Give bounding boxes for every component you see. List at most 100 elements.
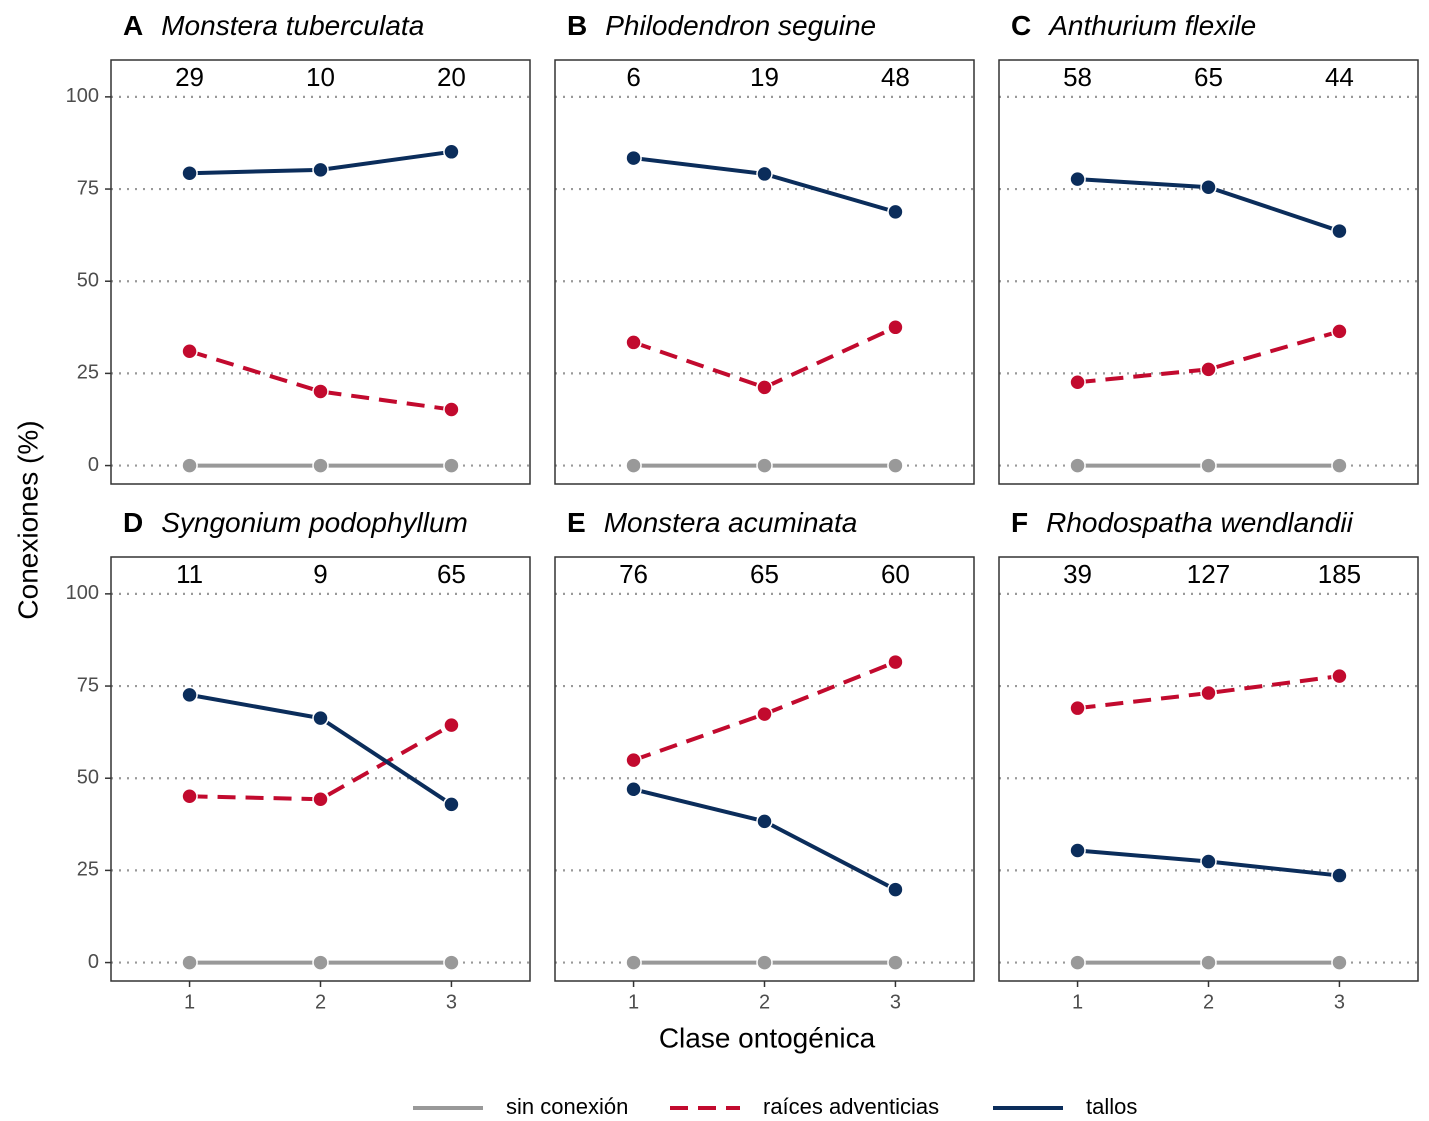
data-point <box>312 383 329 400</box>
panel-title: E Monstera acuminata <box>567 507 857 538</box>
x-tick-label: 3 <box>890 991 901 1013</box>
panel-letter: A <box>123 10 143 41</box>
panel-letter: F <box>1011 507 1028 538</box>
panel-species: Monstera acuminata <box>604 507 858 538</box>
data-point <box>625 954 642 971</box>
data-point <box>443 796 460 813</box>
data-point <box>1331 323 1348 340</box>
panel-species: Philodendron seguine <box>605 10 876 41</box>
series-line <box>188 349 452 412</box>
x-axis-title: Clase ontogénica <box>659 1022 876 1053</box>
data-point <box>1331 867 1348 884</box>
data-point <box>1069 170 1086 188</box>
series-line <box>632 325 897 390</box>
x-tick-label: 1 <box>628 991 639 1013</box>
data-point <box>1069 842 1086 859</box>
data-point <box>887 954 904 971</box>
count-label: 185 <box>1318 559 1361 589</box>
data-point <box>887 203 904 221</box>
data-point <box>1069 457 1086 474</box>
data-point <box>312 954 329 971</box>
series-line <box>1077 329 1340 385</box>
data-point <box>1331 457 1348 474</box>
data-point <box>1200 457 1217 474</box>
data-point <box>756 954 773 971</box>
x-tick-label: 1 <box>184 991 195 1013</box>
series-line <box>633 787 897 892</box>
legend-label: raíces adventicias <box>763 1094 939 1119</box>
data-point <box>887 319 904 336</box>
panel-frame <box>998 556 1419 982</box>
data-point <box>1331 222 1348 240</box>
panel-species: Syngonium podophyllum <box>161 507 468 538</box>
data-point <box>181 457 198 474</box>
count-label: 76 <box>619 559 648 589</box>
y-tick-label: 0 <box>88 951 99 973</box>
data-point <box>312 790 329 808</box>
data-point <box>887 881 904 898</box>
data-point <box>1200 954 1217 971</box>
count-label: 127 <box>1187 559 1230 589</box>
panel-letter: E <box>567 507 586 538</box>
panel-letter: B <box>567 10 587 41</box>
series-line <box>189 723 453 802</box>
legend-label: sin conexión <box>506 1094 628 1119</box>
panel-title: F Rhodospatha wendlandii <box>1011 507 1354 538</box>
count-label: 19 <box>750 62 779 92</box>
data-point <box>1069 699 1086 717</box>
panel-title: D Syngonium podophyllum <box>123 507 468 538</box>
data-point <box>181 164 198 182</box>
panel-species: Anthurium flexile <box>1047 10 1256 41</box>
data-point <box>625 751 642 769</box>
panel-title: A Monstera tuberculata <box>123 10 424 41</box>
count-label: 65 <box>750 559 779 589</box>
x-tick-label: 2 <box>759 991 770 1013</box>
x-tick-label: 1 <box>1072 991 1083 1013</box>
data-point <box>625 781 642 798</box>
data-point <box>1069 954 1086 971</box>
data-point <box>181 343 198 360</box>
data-point <box>1200 178 1217 196</box>
data-point <box>312 457 329 474</box>
y-tick-label: 0 <box>88 454 99 476</box>
x-tick-label: 3 <box>1334 991 1345 1013</box>
count-label: 11 <box>176 559 203 589</box>
data-point <box>1331 667 1348 685</box>
data-point <box>756 165 773 183</box>
data-point <box>443 716 460 734</box>
y-tick-label: 50 <box>77 766 99 788</box>
legend-label: tallos <box>1086 1094 1137 1119</box>
data-point <box>443 457 460 474</box>
data-point <box>625 149 642 167</box>
count-label: 6 <box>626 62 640 92</box>
count-label: 48 <box>881 62 910 92</box>
data-point <box>756 457 773 474</box>
data-point <box>625 457 642 474</box>
data-point <box>443 143 460 161</box>
x-tick-label: 3 <box>446 991 457 1013</box>
count-label: 60 <box>881 559 910 589</box>
data-point <box>1200 684 1217 702</box>
count-label: 9 <box>313 559 327 589</box>
data-point <box>756 379 773 396</box>
data-point <box>1069 373 1086 391</box>
panel-letter: D <box>123 507 143 538</box>
y-tick-label: 50 <box>77 269 99 291</box>
panel-title: C Anthurium flexile <box>1011 10 1256 41</box>
data-point <box>1200 853 1217 870</box>
x-tick-label: 2 <box>1203 991 1214 1013</box>
y-tick-label: 75 <box>77 674 99 696</box>
panel-species: Monstera tuberculata <box>161 10 424 41</box>
x-tick-label: 2 <box>315 991 326 1013</box>
data-point <box>443 401 460 418</box>
data-point <box>181 954 198 971</box>
count-label: 29 <box>175 62 204 92</box>
panel-frame <box>110 556 531 982</box>
y-tick-label: 25 <box>77 859 99 881</box>
data-point <box>887 653 904 671</box>
y-tick-label: 100 <box>66 582 99 604</box>
count-label: 44 <box>1325 62 1354 92</box>
data-point <box>181 788 198 805</box>
data-point <box>1331 954 1348 971</box>
